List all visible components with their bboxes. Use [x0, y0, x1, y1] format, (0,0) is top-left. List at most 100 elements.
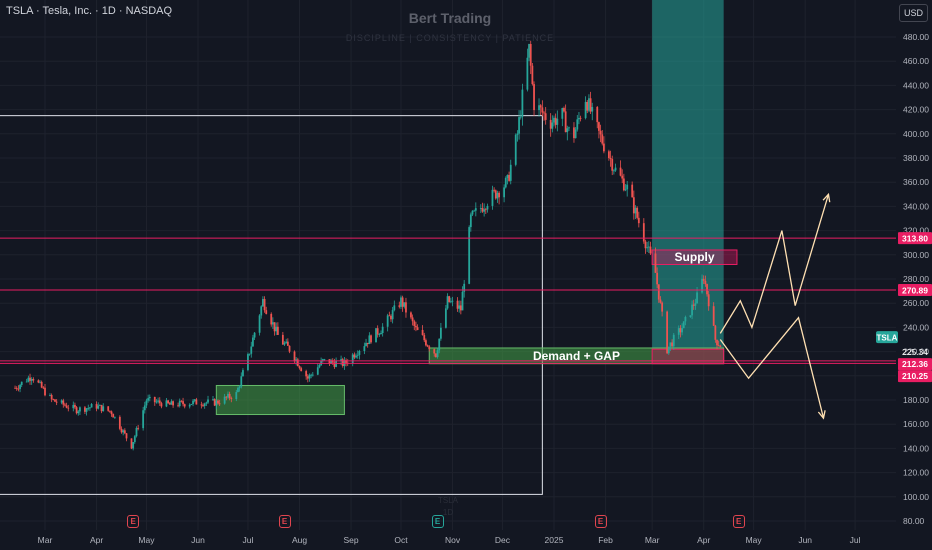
- candle-body: [32, 379, 35, 381]
- candle-body: [607, 151, 610, 159]
- candle-body: [77, 411, 80, 414]
- candle-body: [178, 400, 181, 407]
- candle-body: [42, 387, 45, 389]
- candle-body: [682, 321, 685, 329]
- candle-body: [423, 335, 426, 341]
- x-tick-label: May: [746, 535, 763, 545]
- candle-body: [147, 398, 150, 401]
- supply-label: Supply: [675, 250, 715, 264]
- candle-body: [263, 298, 266, 311]
- currency-button[interactable]: USD: [899, 4, 928, 22]
- y-tick-label: 320.00: [903, 226, 929, 236]
- zone-box[interactable]: [651, 348, 725, 365]
- candle-body: [160, 403, 163, 407]
- candle-body: [311, 374, 314, 376]
- candle-body: [247, 354, 249, 371]
- candle-body: [137, 427, 140, 429]
- candle-body: [318, 365, 321, 368]
- candle-body: [677, 328, 680, 335]
- candle-body: [672, 334, 675, 347]
- candle-body: [544, 113, 547, 120]
- candle-body: [528, 44, 530, 58]
- y-tick-label: 240.00: [903, 322, 929, 332]
- candle-body: [381, 326, 384, 333]
- candle-body: [667, 346, 670, 354]
- candle-body: [363, 346, 366, 352]
- candle-body: [458, 305, 461, 309]
- brand-subtitle: DISCIPLINE | CONSISTENCY | PATIENCE: [345, 33, 555, 43]
- zone-box[interactable]: [215, 384, 345, 416]
- candle-body: [273, 322, 276, 332]
- candle-body: [506, 174, 509, 178]
- candle-body: [158, 400, 161, 404]
- candle-body: [223, 396, 226, 404]
- candle-body: [393, 305, 396, 311]
- candle-body: [20, 381, 23, 386]
- candle-body: [428, 346, 431, 350]
- y-tick-label: 460.00: [903, 56, 929, 66]
- earnings-icon[interactable]: E: [732, 515, 745, 528]
- earnings-icon[interactable]: E: [278, 515, 291, 528]
- y-tick-label: 360.00: [903, 177, 929, 187]
- x-tick-label: Sep: [344, 535, 359, 545]
- symbol-title[interactable]: TSLA · Tesla, Inc. · 1D · NASDAQ: [6, 5, 173, 17]
- candle-body: [380, 332, 382, 335]
- zones: Supply Demand + GAP: [0, 0, 738, 495]
- horizontal-levels[interactable]: [0, 237, 896, 364]
- y-tick-label: 80.00: [903, 516, 925, 526]
- candle-body: [308, 374, 311, 379]
- candle-body: [541, 107, 544, 113]
- candle-body: [143, 405, 146, 411]
- candle-body: [508, 174, 510, 181]
- candle-body: [123, 430, 126, 434]
- bullish-projection-path[interactable]: [719, 194, 830, 334]
- candle-body: [376, 328, 379, 335]
- candle-body: [659, 299, 662, 303]
- projection-paths[interactable]: [719, 192, 831, 420]
- candle-body: [533, 84, 535, 111]
- candle-body: [692, 304, 695, 306]
- candle-body: [225, 396, 228, 398]
- candle-body: [74, 404, 76, 408]
- symbol-chip: TSLA: [877, 334, 898, 343]
- candle-body: [330, 360, 333, 364]
- earnings-icon[interactable]: E: [594, 515, 607, 528]
- candle-body: [578, 117, 580, 120]
- candle-body: [365, 342, 367, 347]
- candle-body: [405, 302, 407, 313]
- candle-body: [579, 117, 582, 119]
- candle-body: [609, 158, 612, 159]
- x-tick-label: Oct: [394, 535, 408, 545]
- x-tick-label: Apr: [697, 535, 710, 545]
- bearish-projection-path[interactable]: [719, 316, 825, 419]
- candle-body: [230, 398, 233, 400]
- candle-body: [67, 407, 70, 409]
- dividend-icon[interactable]: E: [431, 515, 444, 528]
- candle-body: [79, 407, 81, 412]
- candle-body: [576, 119, 579, 130]
- candle-body: [456, 300, 459, 309]
- candle-body: [586, 101, 589, 111]
- candle-body: [30, 379, 33, 381]
- candle-body: [288, 345, 291, 352]
- price-labels: 313.80 270.89 225.34 212.36 210.25 TSLA: [876, 232, 932, 383]
- candle-body: [479, 208, 482, 209]
- candle-body: [679, 328, 682, 333]
- price-axis[interactable]: 80.00100.00120.00140.00160.00180.00200.0…: [903, 32, 929, 526]
- candle-body: [44, 387, 46, 396]
- candle-body: [493, 189, 496, 191]
- candle-body: [252, 337, 254, 347]
- supply-zone[interactable]: [651, 249, 738, 265]
- candle-body: [415, 325, 417, 328]
- candle-body: [50, 395, 53, 400]
- time-axis[interactable]: Mar Apr May Jun Jul Aug Sep Oct Nov Dec 2025 Feb Mar…: [38, 535, 861, 545]
- earnings-icon[interactable]: E: [127, 515, 140, 528]
- candle-body: [375, 328, 377, 343]
- candle-body: [177, 405, 179, 407]
- candle-body: [328, 359, 331, 364]
- candle-body: [213, 399, 216, 406]
- candle-body: [596, 107, 599, 123]
- candle-body: [573, 127, 575, 139]
- candle-body: [719, 345, 722, 348]
